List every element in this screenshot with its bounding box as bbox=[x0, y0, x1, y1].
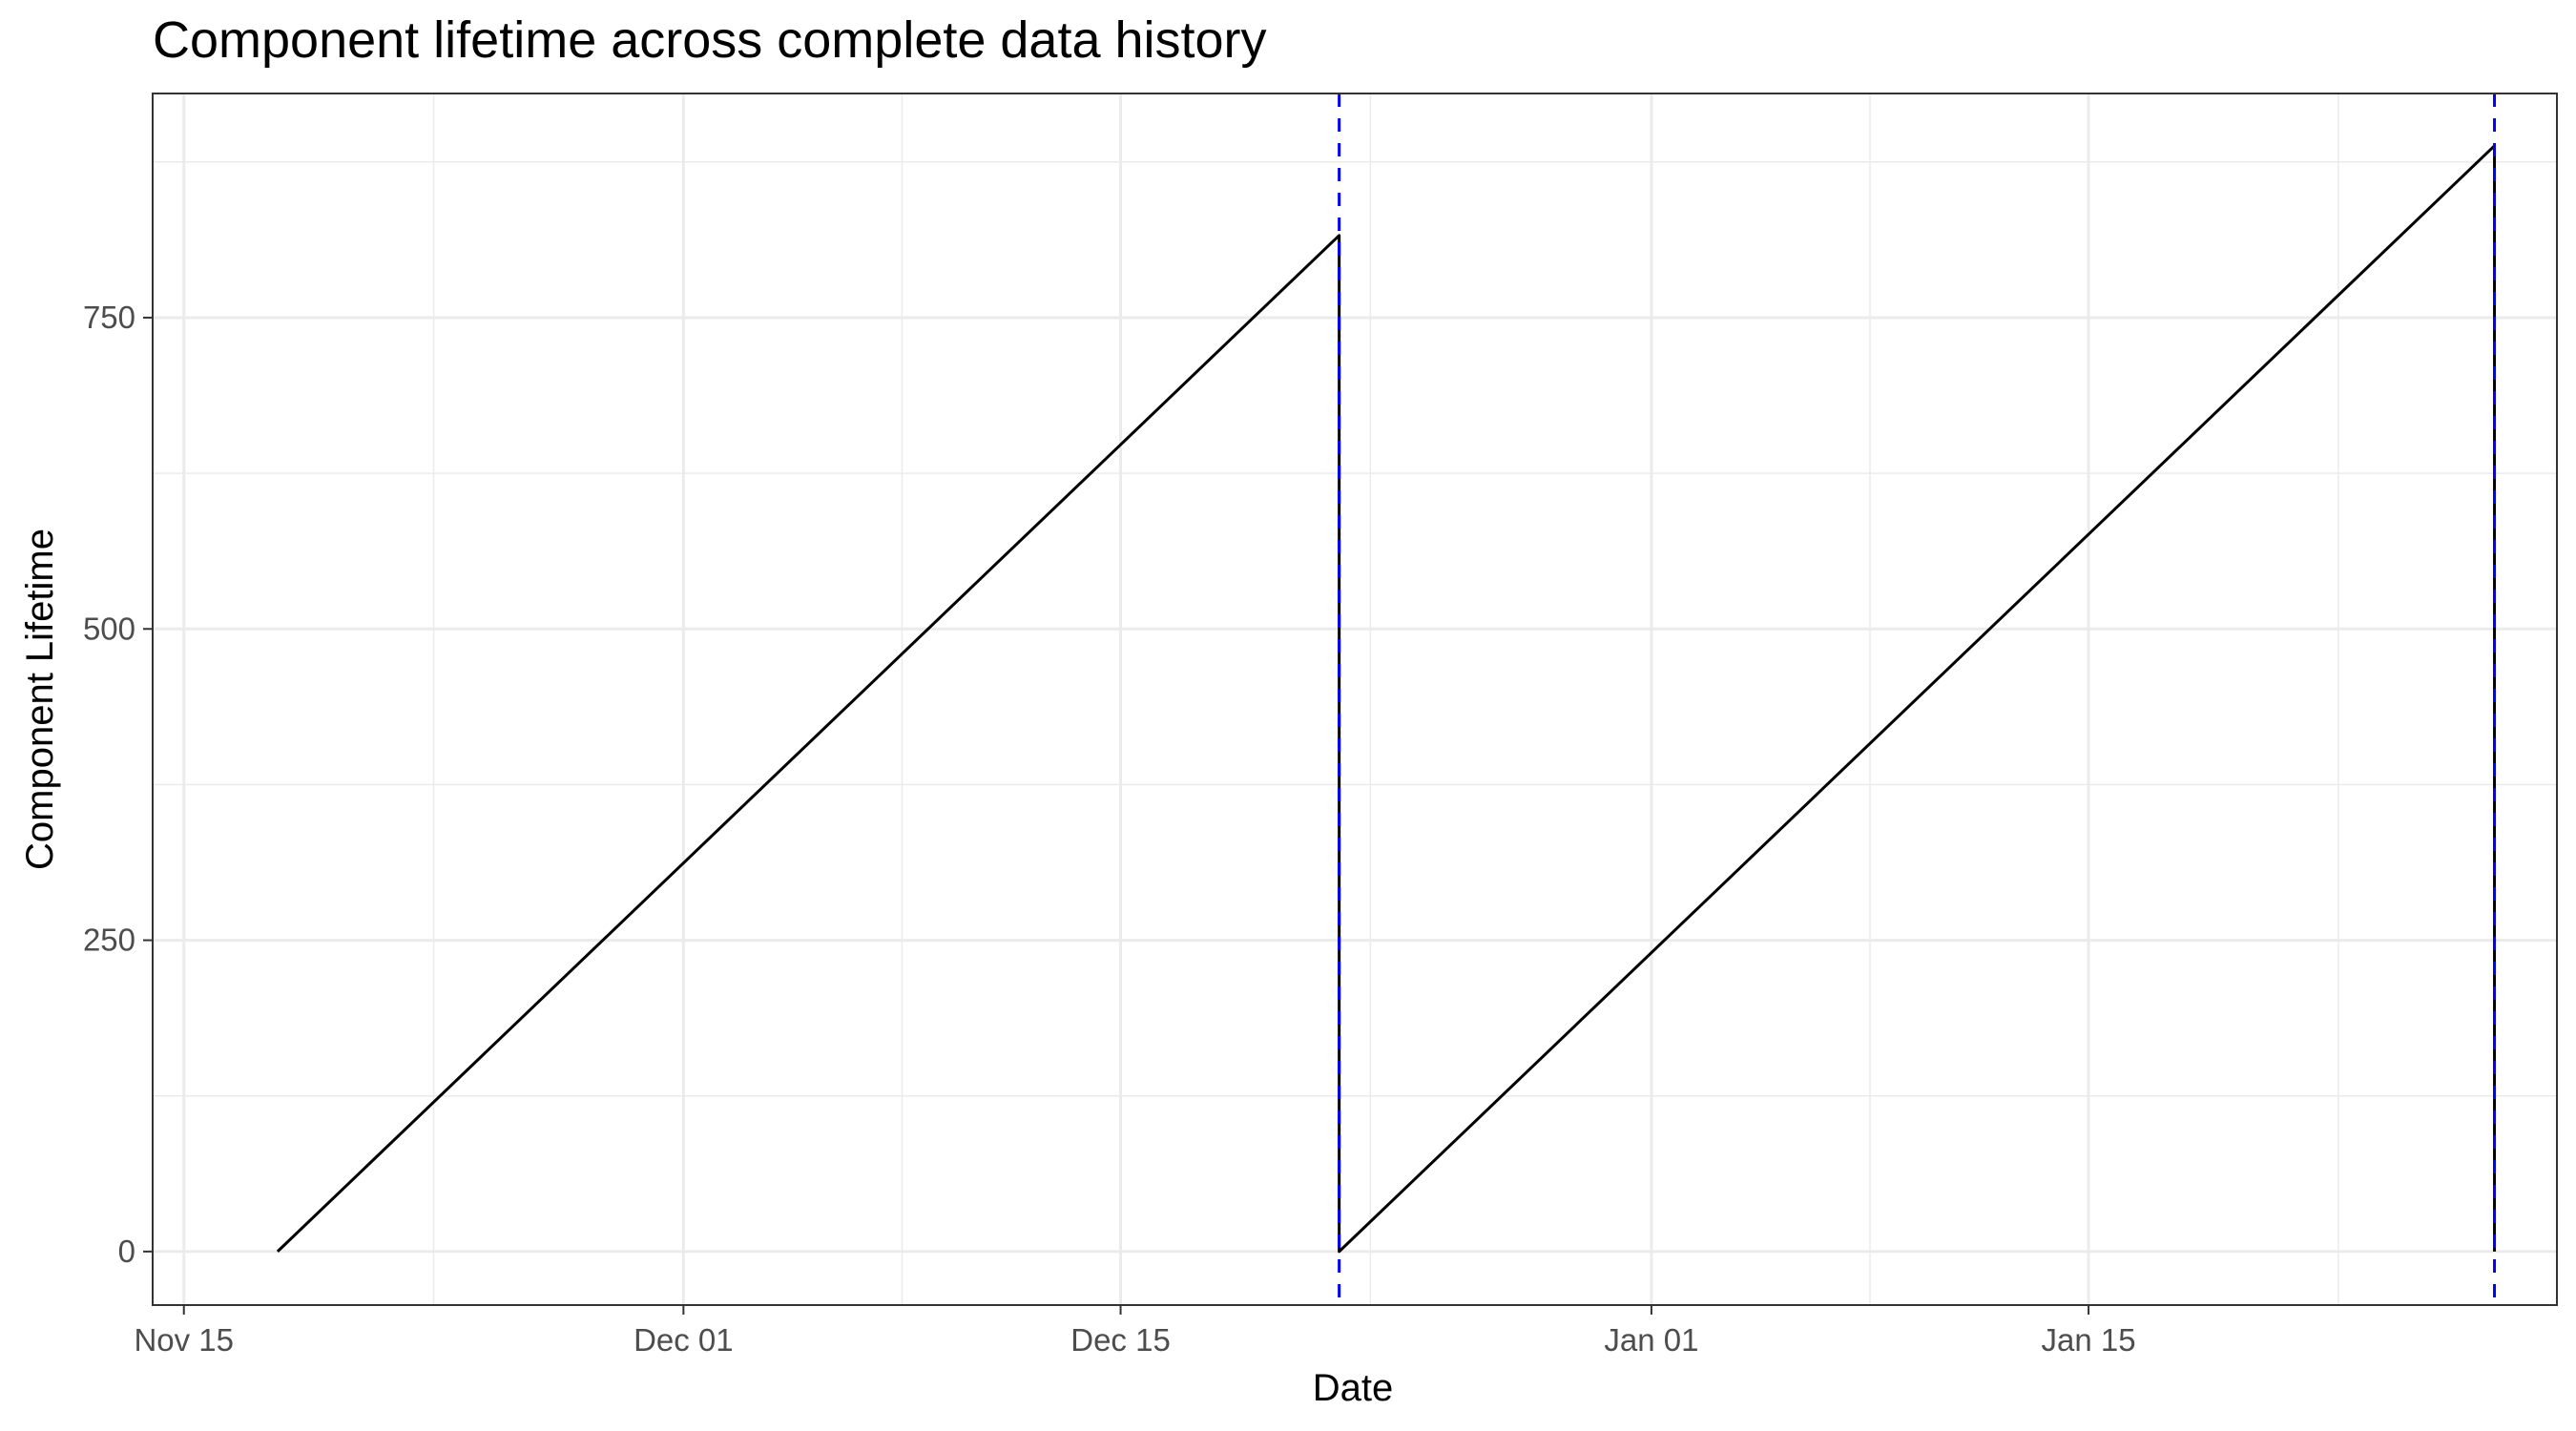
y-axis-title: Component Lifetime bbox=[19, 529, 61, 870]
x-tick-label: Jan 01 bbox=[1604, 1322, 1698, 1358]
x-axis-title: Date bbox=[1313, 1367, 1394, 1409]
y-tick-label: 500 bbox=[83, 611, 135, 646]
x-tick-label: Dec 01 bbox=[634, 1322, 734, 1358]
x-tick-label: Jan 15 bbox=[2042, 1322, 2136, 1358]
y-tick-label: 250 bbox=[83, 923, 135, 958]
x-tick-label: Dec 15 bbox=[1070, 1322, 1171, 1358]
y-tick-label: 0 bbox=[118, 1234, 135, 1269]
panel-border bbox=[152, 93, 2558, 1306]
panel-background bbox=[153, 93, 2557, 1305]
y-tick-label: 750 bbox=[83, 300, 135, 335]
x-tick-label: Nov 15 bbox=[134, 1322, 234, 1358]
chart-title: Component lifetime across complete data … bbox=[153, 11, 1267, 69]
plot-panel bbox=[152, 93, 2558, 1306]
